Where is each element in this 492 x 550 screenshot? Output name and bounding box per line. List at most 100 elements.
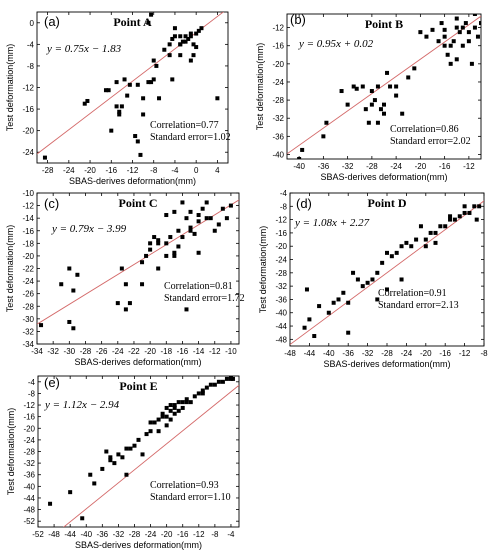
- x-tick-label: -10: [225, 347, 237, 356]
- data-point: [302, 325, 307, 330]
- x-tick-label: -4: [227, 530, 235, 539]
- regression-equation: y = 0.79x − 3.99: [51, 223, 127, 235]
- y-tick-label: -48: [275, 335, 287, 344]
- x-tick-label: 0: [194, 166, 199, 175]
- data-point: [378, 107, 383, 112]
- data-point: [409, 244, 414, 249]
- data-point: [88, 472, 93, 477]
- std-error-label: Standard error=2.13: [378, 300, 459, 311]
- y-tick-label: -24: [22, 148, 34, 157]
- y-axis-label: Test deformation(mm): [258, 226, 268, 314]
- data-point: [135, 82, 140, 87]
- y-tick-label: -28: [22, 302, 34, 311]
- data-point: [128, 446, 133, 451]
- x-tick-label: -20: [415, 162, 427, 171]
- data-point: [180, 39, 185, 44]
- y-tick-label: -28: [275, 269, 287, 278]
- data-point: [144, 253, 149, 258]
- data-point: [188, 31, 193, 36]
- x-tick-label: -12: [127, 166, 139, 175]
- data-point: [120, 455, 125, 460]
- data-point: [156, 417, 161, 422]
- data-point: [442, 43, 447, 48]
- data-point: [188, 225, 193, 230]
- data-point: [200, 388, 205, 393]
- y-tick-label: -10: [22, 189, 34, 198]
- x-tick-label: -12: [463, 162, 475, 171]
- x-tick-label: -12: [193, 530, 205, 539]
- data-point: [184, 307, 189, 312]
- chart-panel-e: -52 -48 -44 -40 -36 -32 -28 -24 -20 -16 -12 -8 -4 -52…: [6, 375, 240, 550]
- data-point: [474, 217, 479, 222]
- x-tick-label: -36: [97, 530, 109, 539]
- y-tick-label: -30: [22, 315, 34, 324]
- y-tick-label: -16: [272, 42, 284, 51]
- data-point: [188, 34, 193, 39]
- y-tick-label: -12: [275, 216, 287, 225]
- data-point: [156, 429, 161, 434]
- data-point: [183, 34, 188, 39]
- data-point: [439, 21, 444, 26]
- y-tick-label: -20: [23, 424, 35, 433]
- data-point: [216, 222, 221, 227]
- y-tick-label: -16: [22, 105, 34, 114]
- data-point: [186, 36, 191, 41]
- y-axis-label: Test deformation(mm): [255, 43, 265, 131]
- data-point: [375, 270, 380, 275]
- x-tick-label: -24: [390, 162, 402, 171]
- data-point: [199, 26, 204, 31]
- data-point: [178, 42, 183, 47]
- x-tick-label: -16: [177, 530, 189, 539]
- x-tick-label: -44: [304, 349, 316, 358]
- x-axis-label: SBAS-derives deformation(mm): [74, 357, 201, 367]
- x-tick-label: -16: [439, 349, 451, 358]
- data-point: [172, 253, 177, 258]
- correlation-label: Correlation=0.81: [164, 281, 233, 292]
- data-point: [192, 231, 197, 236]
- data-point: [172, 250, 177, 255]
- data-point: [183, 39, 188, 44]
- data-point: [184, 400, 189, 405]
- data-point: [394, 93, 399, 98]
- data-point: [479, 21, 481, 26]
- data-point: [140, 452, 145, 457]
- y-tick-label: -16: [23, 413, 35, 422]
- data-point: [341, 290, 346, 295]
- data-point: [148, 241, 153, 246]
- data-point: [466, 39, 471, 44]
- x-tick-label: -20: [161, 530, 173, 539]
- y-tick-label: -24: [22, 277, 34, 286]
- data-point: [454, 16, 459, 21]
- data-point: [67, 319, 72, 324]
- data-point: [457, 30, 462, 35]
- x-tick-label: -16: [177, 347, 189, 356]
- x-tick-label: -16: [105, 166, 117, 175]
- correlation-label: Correlation=0.93: [150, 480, 219, 491]
- chart-title: Point A: [113, 15, 152, 29]
- x-tick-label: -16: [439, 162, 451, 171]
- data-point: [71, 288, 76, 293]
- data-point: [375, 120, 380, 125]
- data-point: [194, 31, 199, 36]
- data-point: [212, 228, 217, 233]
- data-point: [399, 277, 404, 282]
- x-tick-label: -24: [145, 530, 157, 539]
- y-tick-label: -16: [275, 229, 287, 238]
- data-point: [188, 209, 193, 214]
- data-point: [460, 25, 465, 30]
- y-tick-label: -28: [23, 448, 35, 457]
- data-point: [394, 250, 399, 255]
- x-tick-label: -44: [64, 530, 76, 539]
- data-point: [454, 57, 459, 62]
- x-tick-label: -26: [96, 347, 108, 356]
- data-point: [124, 446, 129, 451]
- data-point: [317, 304, 322, 309]
- data-point: [123, 307, 128, 312]
- y-tick-label: -32: [272, 114, 284, 123]
- y-tick-label: -12: [23, 401, 35, 410]
- y-tick-label: -36: [272, 132, 284, 141]
- data-point: [321, 134, 326, 139]
- data-point: [369, 102, 374, 107]
- data-point: [191, 53, 196, 58]
- panel-label: (a): [44, 14, 60, 29]
